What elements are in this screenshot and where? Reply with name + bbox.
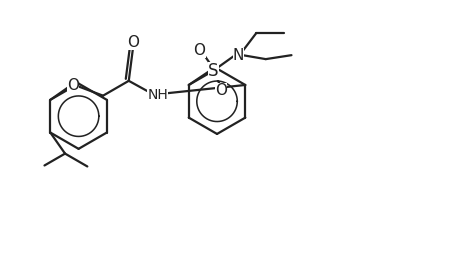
Text: O: O: [194, 43, 206, 58]
Text: O: O: [127, 35, 139, 50]
Text: N: N: [233, 48, 244, 63]
Text: O: O: [215, 83, 227, 98]
Text: O: O: [67, 78, 79, 93]
Text: NH: NH: [147, 88, 168, 102]
Text: S: S: [208, 62, 218, 80]
